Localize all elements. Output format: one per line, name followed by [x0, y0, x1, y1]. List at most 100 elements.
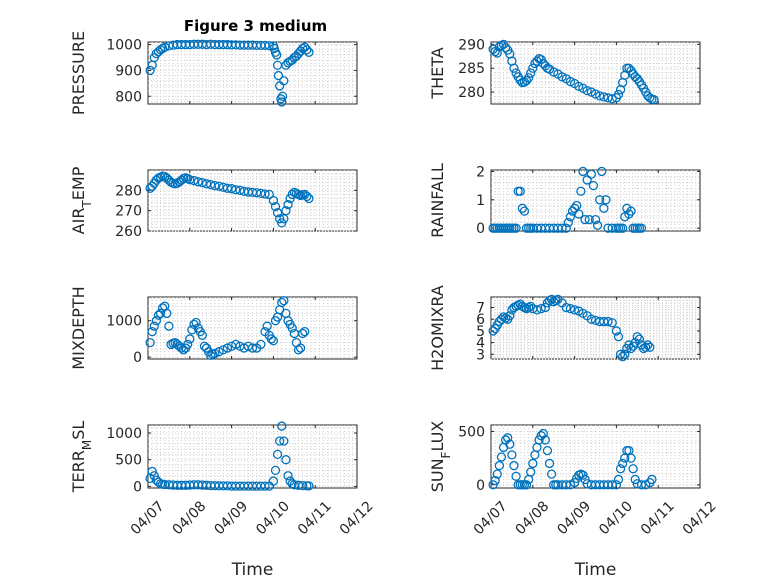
data-point	[632, 74, 642, 84]
data-point	[645, 342, 655, 352]
data-point	[492, 469, 502, 479]
data-point	[599, 92, 609, 102]
data-point	[162, 308, 172, 319]
data-point	[580, 215, 590, 225]
scatter-series	[488, 166, 647, 233]
data-point	[287, 323, 297, 333]
y-tick-label: 280	[115, 183, 142, 199]
y-axis-label: AIRTEMP	[69, 166, 94, 234]
data-point	[226, 184, 237, 194]
data-point	[490, 475, 500, 486]
data-point	[538, 428, 548, 439]
subplot-sun-flux: 04/07 04/08 04/09 04/10 04/11 04/12 0 500 SUNFLU…	[428, 421, 720, 580]
data-point	[569, 478, 580, 488]
data-point	[595, 195, 605, 205]
data-point	[636, 223, 647, 233]
data-point	[613, 474, 624, 485]
data-point	[293, 345, 304, 355]
x-tick-label: 04/11	[295, 498, 335, 538]
scatter-series	[145, 39, 314, 107]
subplot-mixdepth: 0 1000 MIXDEPTH	[69, 286, 358, 370]
data-point	[210, 181, 220, 191]
data-point	[189, 175, 199, 186]
data-point	[549, 67, 559, 77]
data-point	[580, 474, 590, 485]
scatter-series	[488, 39, 659, 105]
data-point	[277, 297, 287, 308]
data-point	[149, 321, 159, 331]
data-point	[513, 300, 523, 310]
y-tick-label: 290	[458, 37, 485, 53]
data-point	[544, 458, 555, 469]
data-point	[607, 94, 617, 104]
data-point	[222, 343, 233, 353]
x-tick-label: 04/09	[554, 498, 594, 538]
data-point	[270, 465, 281, 476]
data-point	[649, 95, 659, 105]
data-point	[511, 223, 521, 233]
data-point	[157, 43, 168, 54]
data-point	[197, 330, 207, 340]
data-point	[586, 169, 596, 179]
y-tick-label: 6	[476, 312, 485, 328]
data-point	[149, 471, 159, 481]
data-point	[283, 471, 293, 481]
y-tick-label: 0	[476, 221, 485, 237]
data-point	[206, 179, 216, 190]
data-point	[597, 166, 607, 177]
data-point	[528, 63, 538, 73]
y-tick-label: 280	[458, 85, 485, 101]
data-point	[563, 217, 573, 228]
data-point	[521, 75, 532, 86]
data-point	[590, 89, 601, 99]
data-point	[268, 336, 279, 346]
data-point	[582, 85, 592, 96]
data-point	[557, 223, 567, 233]
data-point	[578, 470, 588, 480]
subplot-theta: 280 285 290 THETA	[428, 37, 701, 105]
data-point	[283, 199, 293, 210]
data-point	[542, 445, 553, 456]
data-point	[618, 352, 628, 362]
x-tick-label: 04/10	[253, 498, 293, 538]
data-point	[279, 76, 289, 86]
y-tick-label: 260	[115, 224, 142, 240]
data-point	[298, 480, 308, 491]
data-point	[565, 304, 576, 314]
data-point	[561, 302, 571, 313]
y-tick-label: 0	[133, 479, 142, 495]
grid	[148, 42, 357, 104]
data-point	[500, 43, 511, 53]
y-axis-label: TERRMSL	[69, 421, 94, 494]
y-tick-label: 500	[115, 453, 142, 469]
grid	[491, 425, 700, 488]
x-tick-label: 04/12	[680, 498, 720, 538]
data-point	[164, 321, 174, 331]
data-point	[268, 195, 279, 206]
y-axis-label: PRESSURE	[69, 31, 88, 115]
y-axis-label: RAINFALL	[428, 163, 447, 238]
data-point	[302, 191, 312, 202]
y-tick-label: 3	[476, 347, 485, 363]
data-point	[272, 449, 283, 460]
y-tick-label: 270	[115, 204, 142, 220]
data-point	[183, 339, 193, 350]
data-point	[247, 343, 258, 353]
data-point	[643, 340, 653, 350]
data-point	[551, 295, 561, 306]
y-tick-label: 800	[115, 89, 142, 105]
data-point	[153, 310, 164, 320]
scatter-series	[145, 421, 314, 491]
data-point	[197, 177, 207, 188]
data-point	[578, 166, 588, 177]
data-point	[618, 223, 628, 233]
grid	[491, 297, 700, 360]
data-point	[645, 93, 655, 103]
y-tick-label: 7	[476, 301, 485, 317]
data-point	[526, 467, 536, 477]
data-point	[191, 317, 201, 328]
data-point	[523, 73, 534, 83]
data-point	[300, 326, 310, 337]
data-point	[279, 436, 289, 446]
